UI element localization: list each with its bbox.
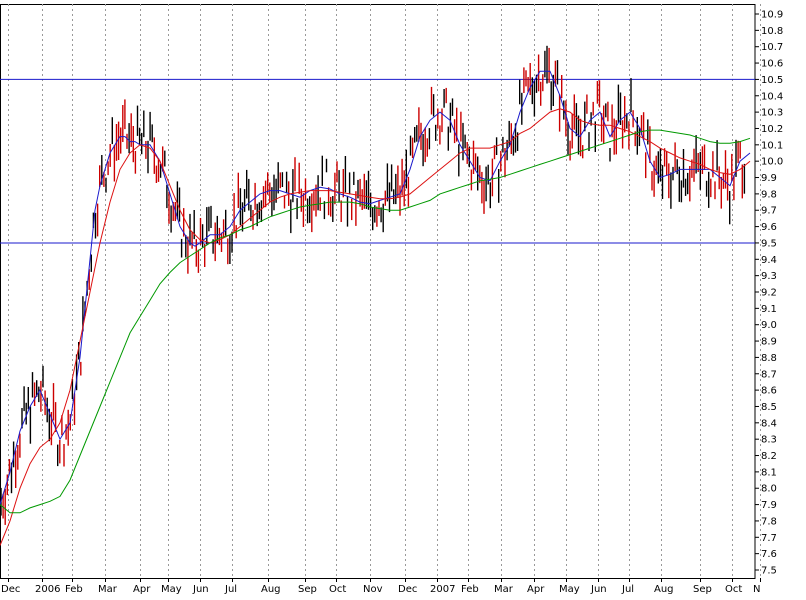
y-tick-label: 9.6: [761, 222, 777, 233]
y-tick-label: 10.5: [761, 75, 783, 86]
x-tick-label: Jul: [621, 584, 634, 595]
y-tick-label: 8.7: [761, 369, 777, 380]
y-tick-label: 8.8: [761, 353, 777, 364]
y-tick-label: 9.4: [761, 255, 777, 266]
moving-average-line-3: [0, 129, 751, 514]
y-tick-label: 10.4: [761, 91, 783, 102]
y-tick-label: 9.5: [761, 238, 777, 249]
y-tick-label: 8.0: [761, 484, 777, 495]
y-tick-label: 10.9: [761, 10, 783, 21]
y-tick-label: 10.3: [761, 108, 783, 119]
x-tick-label: May: [161, 584, 182, 595]
x-tick-label: Aug: [654, 584, 674, 595]
y-tick-label: 8.9: [761, 337, 777, 348]
y-tick-label: 10.1: [761, 140, 783, 151]
y-tick-label: 9.9: [761, 173, 777, 184]
x-tick-label: 2006: [35, 584, 60, 595]
x-tick-label: Jul: [224, 584, 237, 595]
y-tick-label: 10.8: [761, 26, 783, 37]
y-tick-label: 7.5: [761, 566, 777, 577]
y-tick-label: 10.6: [761, 59, 783, 70]
y-tick-label: 9.1: [761, 304, 777, 315]
x-tick-label: May: [559, 584, 580, 595]
x-tick-label: Jun: [590, 584, 607, 595]
x-tick-label: Feb: [461, 584, 479, 595]
y-tick-label: 9.8: [761, 189, 777, 200]
y-tick-label: 10.7: [761, 42, 783, 53]
moving-average-line-2: [0, 108, 751, 546]
y-tick-label: 7.7: [761, 533, 777, 544]
y-tick-label: 10.0: [761, 157, 783, 168]
x-tick-label: Aug: [261, 584, 281, 595]
y-tick-label: 8.5: [761, 402, 777, 413]
x-tick-label: Oct: [725, 584, 742, 595]
x-tick-label: Nov: [363, 584, 383, 595]
x-tick-label: N: [753, 584, 760, 595]
moving-average-line-1: [0, 70, 751, 505]
y-tick-label: 8.1: [761, 467, 777, 478]
x-tick-label: Dec: [1, 584, 20, 595]
y-tick-label: 8.4: [761, 418, 777, 429]
price-bars: [0, 45, 746, 525]
y-tick-label: 7.6: [761, 549, 777, 560]
y-tick-label: 8.6: [761, 386, 777, 397]
y-tick-label: 10.2: [761, 124, 783, 135]
y-tick-label: 7.8: [761, 516, 777, 527]
x-tick-label: Dec: [398, 584, 417, 595]
x-tick-label: Sep: [693, 584, 712, 595]
x-tick-label: Apr: [133, 584, 151, 595]
y-tick-label: 9.0: [761, 320, 777, 331]
plot-frame: [0, 4, 756, 579]
x-tick-label: Apr: [527, 584, 545, 595]
x-tick-label: Feb: [65, 584, 83, 595]
x-tick-label: Oct: [329, 584, 346, 595]
y-tick-label: 9.2: [761, 288, 777, 299]
y-tick-label: 9.7: [761, 206, 777, 217]
y-tick-label: 7.9: [761, 500, 777, 511]
x-tick-label: Mar: [494, 584, 514, 595]
y-tick-label: 9.3: [761, 271, 777, 282]
x-tick-label: 2007: [430, 584, 455, 595]
y-tick-label: 8.2: [761, 451, 777, 462]
y-tick-label: 8.3: [761, 435, 777, 446]
x-tick-label: Mar: [98, 584, 118, 595]
x-tick-label: Jun: [192, 584, 209, 595]
x-tick-label: Sep: [298, 584, 317, 595]
